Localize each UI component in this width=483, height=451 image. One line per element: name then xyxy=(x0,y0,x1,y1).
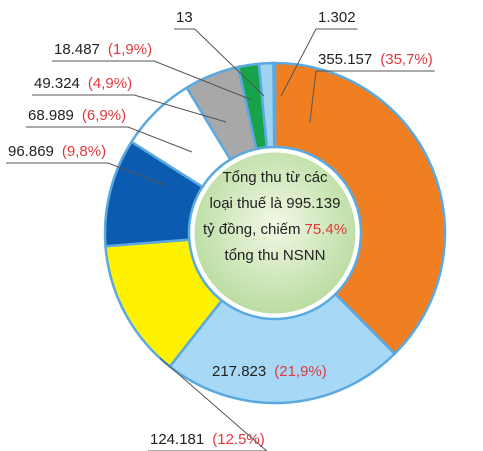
value-label: 49.324 xyxy=(34,75,80,92)
percent-label: (9,8%) xyxy=(62,143,106,160)
leader-line xyxy=(309,70,435,123)
leader-line xyxy=(52,60,253,101)
slice xyxy=(272,61,277,149)
center-text: tỷ đồng, chiếm xyxy=(203,221,301,238)
leader-line xyxy=(148,357,268,451)
value-label: 96.869 xyxy=(8,143,54,160)
value-label: 18.487 xyxy=(54,41,100,58)
percent-label: (6,9%) xyxy=(82,107,126,124)
center-text: loại thuế là 995.139 xyxy=(210,195,341,212)
value-label: 124.181 xyxy=(150,431,204,448)
percent-label: (12.5%) xyxy=(212,431,265,448)
percent-label: (4,9%) xyxy=(88,75,132,92)
slice xyxy=(273,61,447,356)
percent-label: (1,9%) xyxy=(108,41,152,58)
value-label: 355.157 xyxy=(318,51,372,68)
value-label: 217.823 xyxy=(212,363,266,380)
leader-line xyxy=(280,28,358,97)
leader-line xyxy=(26,126,193,153)
center-text: tổng thu NSNN xyxy=(225,247,326,264)
value-label: 68.989 xyxy=(28,107,74,124)
leader-line xyxy=(32,94,227,123)
leader-line xyxy=(6,162,166,186)
slice xyxy=(168,292,397,405)
value-label: 13 xyxy=(176,9,193,26)
center-highlight: 75.4% xyxy=(305,221,348,238)
center-circle xyxy=(191,149,359,317)
center-text: Tổng thu từ các xyxy=(222,169,328,186)
percent-label: (21,9%) xyxy=(274,363,327,380)
percent-label: (35,7%) xyxy=(380,51,433,68)
value-label: 1.302 xyxy=(318,9,356,26)
leader-line xyxy=(174,28,265,97)
